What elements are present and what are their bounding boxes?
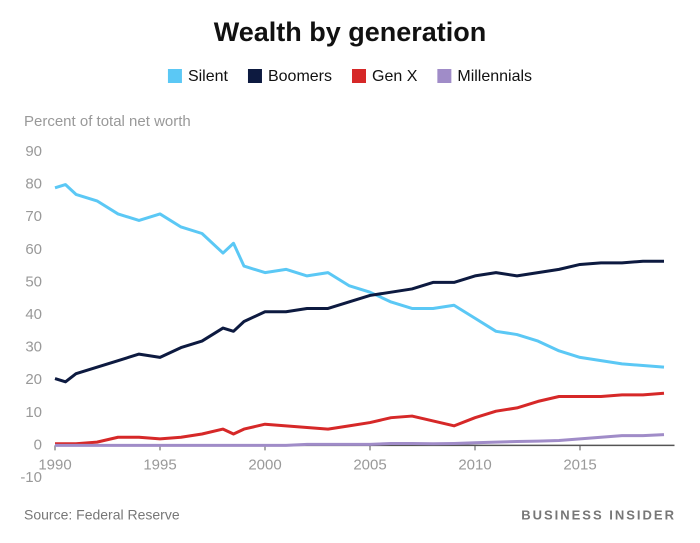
y-axis-label: Percent of total net worth [24,113,191,130]
brand: BUSINESS INSIDER [521,507,676,522]
series-line [54,183,665,369]
x-tick-label: 2000 [248,456,281,473]
series-line [55,391,665,446]
chart-title: Wealth by generation [214,17,487,47]
y-tick-label: 30 [25,339,42,356]
y-tick-label: 70 [25,208,42,225]
series-line [55,433,665,447]
source: Source: Federal Reserve [24,507,180,523]
x-tick-label: 1990 [38,456,71,473]
x-tick-label: 2010 [458,456,491,473]
y-tick-label: 0 [34,436,42,453]
x-tick-label: 2005 [353,456,386,473]
y-tick-label: 20 [25,371,42,388]
y-tick-label: 80 [25,176,42,193]
legend-label: Gen X [372,68,418,85]
legend-label: Silent [188,68,229,85]
series-line [54,259,664,384]
legend-swatch [167,69,182,83]
legend-label: Boomers [268,68,332,85]
legend-swatch [352,69,366,83]
legend-swatch [437,69,452,83]
x-tick-label: 2015 [563,456,596,473]
legend-swatch [247,69,262,83]
x-tick-label: 1995 [143,456,176,473]
legend-label: Millennials [457,68,532,85]
y-tick-label: 60 [25,241,42,258]
y-tick-label: 10 [25,404,42,421]
y-tick-label: -10 [20,469,42,486]
y-tick-label: 90 [25,143,42,160]
y-tick-label: 40 [25,306,42,323]
y-tick-label: 50 [25,273,42,290]
